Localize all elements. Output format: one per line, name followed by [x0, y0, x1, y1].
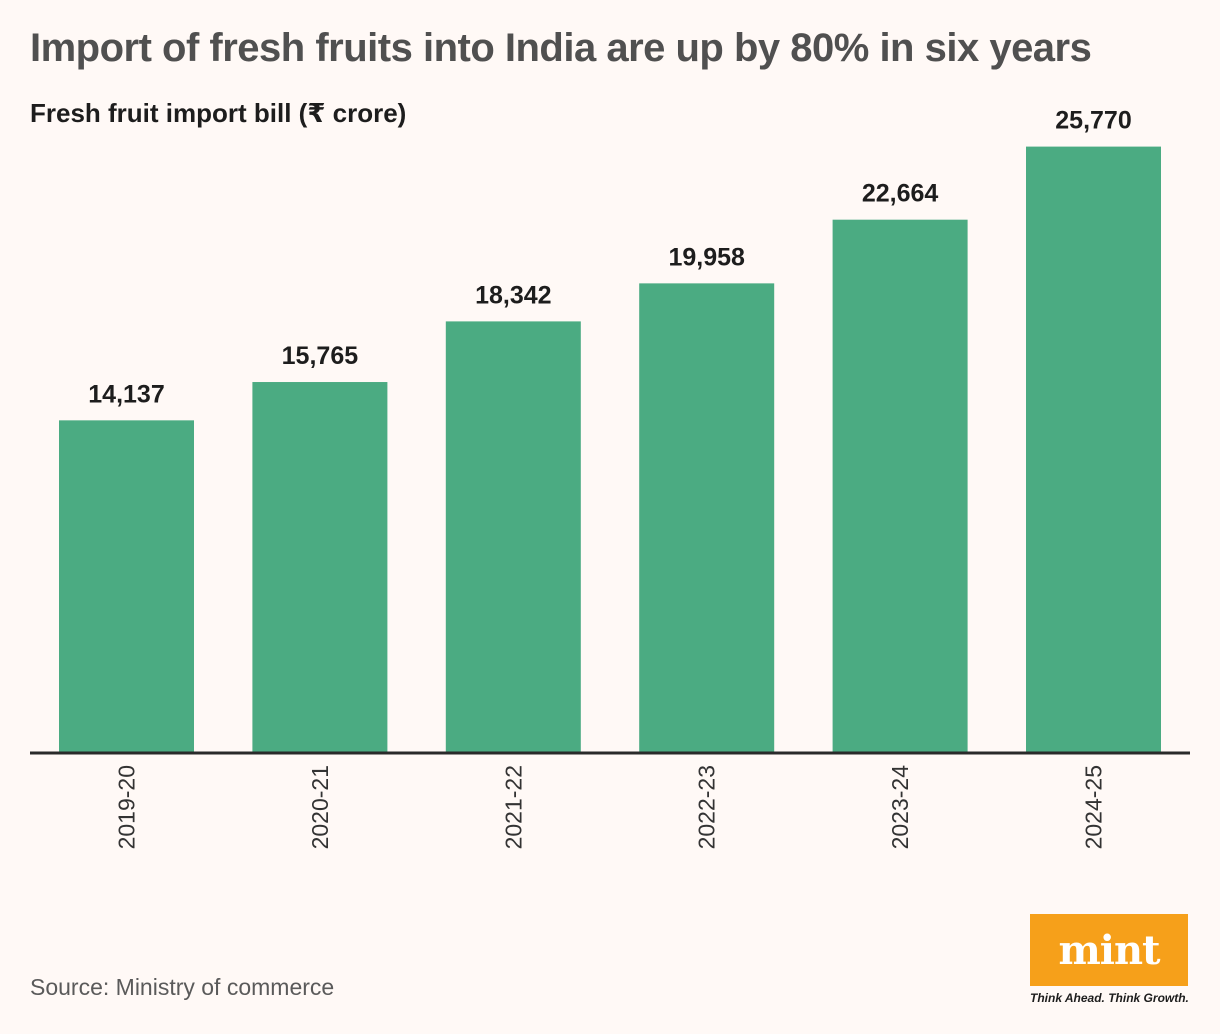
logo-text: mint — [1058, 926, 1160, 974]
bar-chart: 14,137 2019-20 15,765 2020-21 18,342 2021-22 1… — [30, 107, 1190, 850]
chart-subtitle: Fresh fruit import bill (₹ crore) — [30, 98, 407, 128]
bar-2022-23 — [639, 283, 775, 753]
x-tick-label-2020-21: 2020-21 — [307, 765, 333, 849]
value-label-2023-24: 22,664 — [862, 180, 939, 208]
x-tick-label-2023-24: 2023-24 — [887, 765, 913, 850]
value-label-2022-23: 19,958 — [668, 243, 745, 271]
bar-2021-22 — [445, 321, 581, 753]
chart-title: Import of fresh fruits into India are up… — [30, 26, 1092, 70]
x-tick-label-2024-25: 2024-25 — [1081, 765, 1107, 849]
x-tick-label-2019-20: 2019-20 — [114, 765, 140, 849]
value-label-2020-21: 15,765 — [282, 342, 359, 370]
value-label-2021-22: 18,342 — [475, 281, 551, 309]
bar-2024-25 — [1026, 146, 1161, 754]
mint-logo: mint — [1030, 914, 1188, 986]
value-label-2024-25: 25,770 — [1055, 107, 1131, 135]
x-tick-label-2022-23: 2022-23 — [694, 765, 720, 849]
brand-tagline: Think Ahead. Think Growth. — [1030, 991, 1189, 1005]
bar-2023-24 — [832, 219, 968, 753]
x-tick-label-2021-22: 2021-22 — [500, 765, 526, 849]
bar-2019-20 — [59, 420, 194, 753]
value-label-2019-20: 14,137 — [88, 380, 164, 408]
source-note: Source: Ministry of commerce — [30, 974, 335, 1000]
bar-2020-21 — [252, 382, 388, 753]
